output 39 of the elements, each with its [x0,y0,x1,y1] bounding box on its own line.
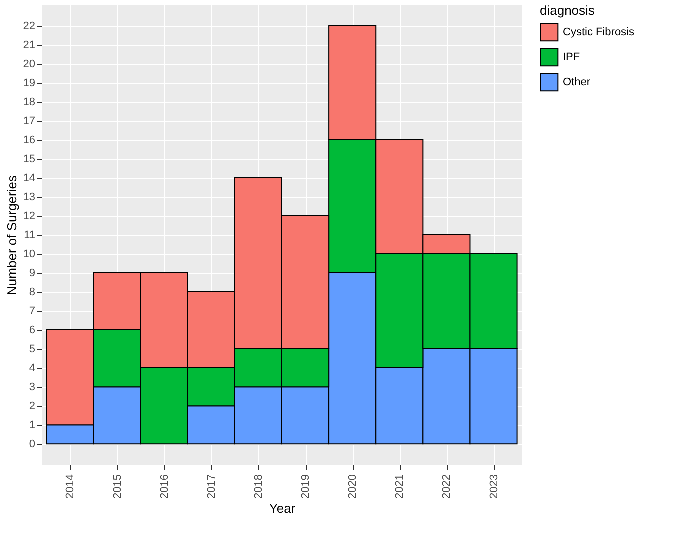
x-tick-label: 2023 [488,474,500,499]
y-tick-label: 7 [29,306,36,318]
y-tick-label: 6 [29,324,36,337]
x-tick-label: 2014 [64,474,77,499]
y-tick-label: 18 [23,96,36,108]
y-tick-label: 5 [29,344,36,356]
y-tick-label: 21 [23,39,36,52]
y-tick-label: 17 [23,115,36,128]
x-tick-label: 2019 [300,474,312,499]
y-tick-label: 8 [29,286,36,299]
y-tick-label: 1 [29,420,36,432]
y-tick-label: 15 [23,153,36,166]
y-tick-label: 4 [29,362,36,375]
y-tick-label: 3 [29,382,36,394]
y-tick-label: 2 [29,400,36,413]
x-tick-label: 2022 [441,474,454,499]
legend-label: Cystic Fibrosis [563,26,636,38]
y-tick-label: 9 [29,268,36,280]
y-tick-label: 13 [23,191,36,204]
legend-label: Other [563,76,591,88]
x-tick-label: 2020 [347,474,360,499]
y-tick-label: 0 [29,438,36,451]
legend-label: IPF [563,52,580,64]
y-tick-label: 20 [23,58,36,70]
legend-title: diagnosis [540,3,596,18]
y-tick-label: 14 [23,172,36,184]
y-tick-label: 11 [24,230,36,242]
y-axis-title: Number of Surgeries [4,175,20,296]
y-tick-label: 19 [23,77,36,90]
x-axis-title: Year [269,500,296,516]
x-tick-label: 2016 [158,474,171,499]
x-tick-label: 2015 [112,474,124,499]
y-tick-label: 16 [23,134,36,146]
x-tick-label: 2018 [252,474,265,499]
y-tick-label: 10 [23,248,36,261]
x-tick-label: 2017 [206,474,218,499]
y-tick-label: 22 [23,20,36,32]
x-tick-label: 2021 [394,474,406,499]
y-tick-label: 12 [23,210,36,222]
